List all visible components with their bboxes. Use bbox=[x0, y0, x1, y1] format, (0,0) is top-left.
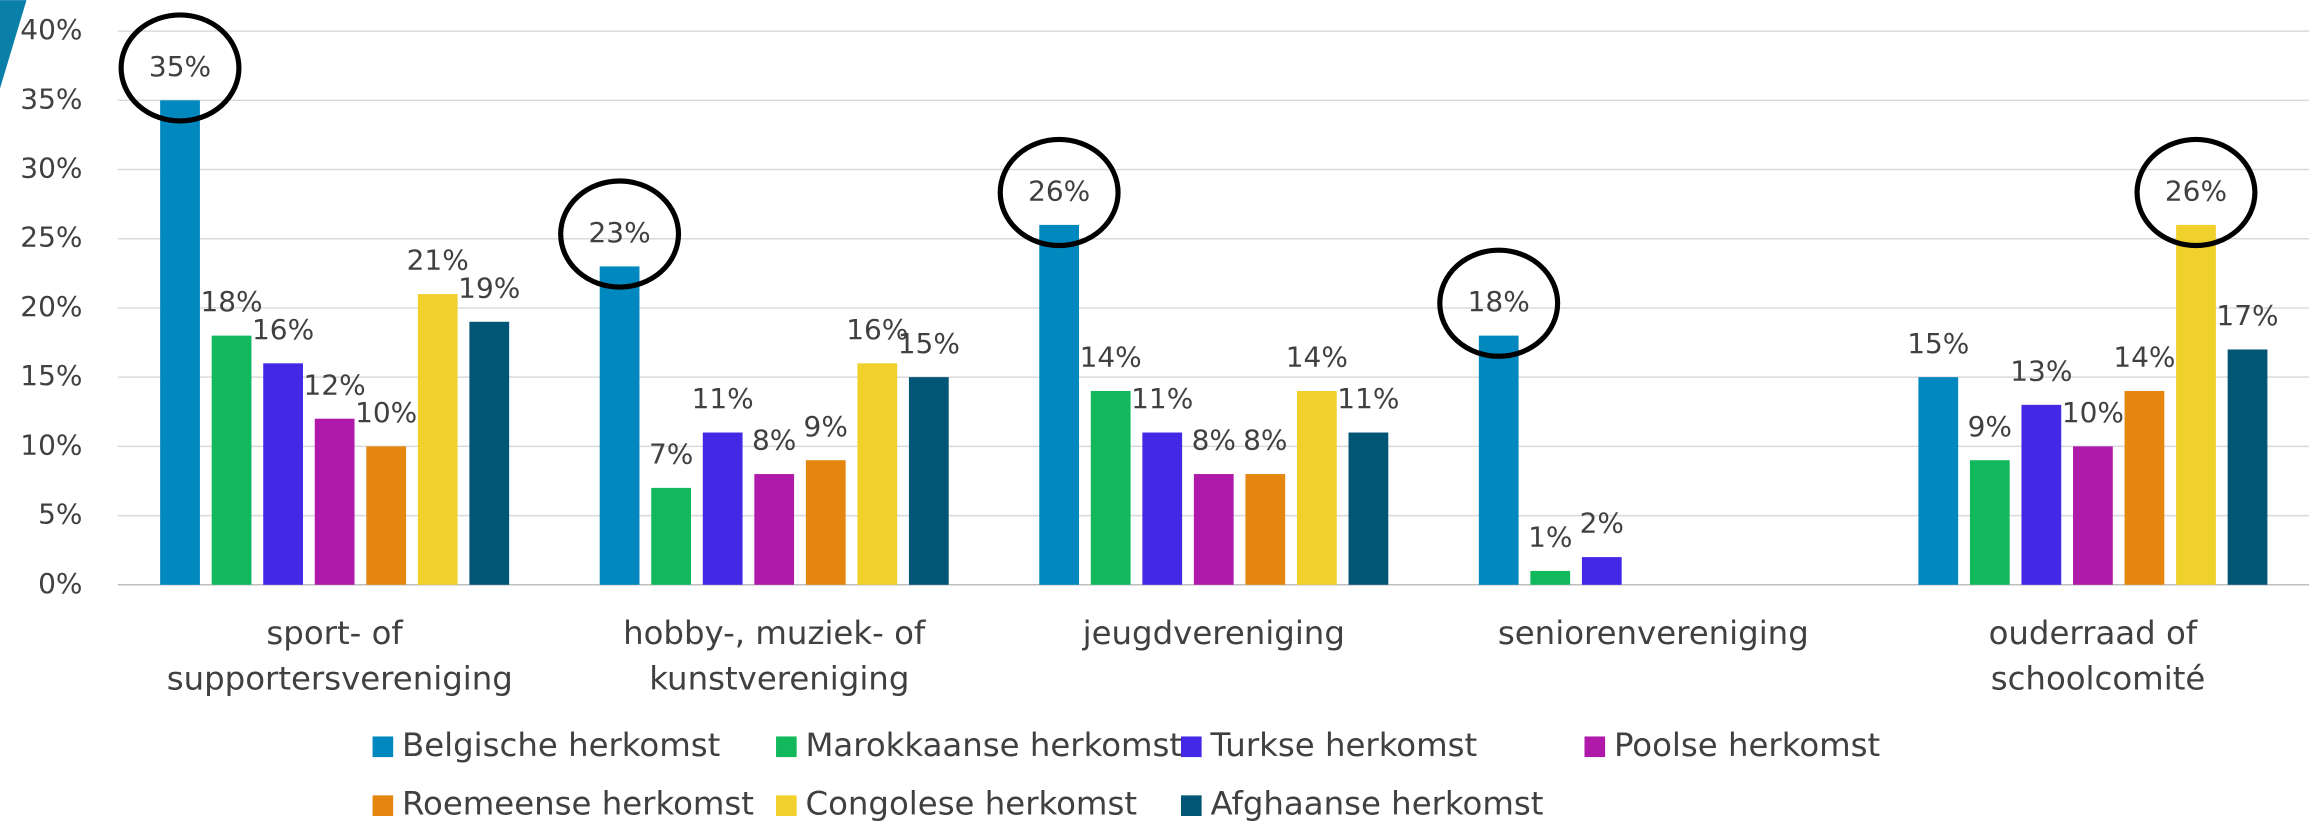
value-label: 2% bbox=[1580, 507, 1624, 540]
value-label: 14% bbox=[2113, 341, 2175, 374]
value-label: 26% bbox=[2165, 174, 2227, 207]
bar bbox=[1039, 224, 1080, 585]
value-label: 14% bbox=[1080, 341, 1142, 374]
x-tick-label: seniorenvereniging bbox=[1498, 614, 1809, 652]
bar bbox=[805, 460, 846, 585]
y-tick-label: 35% bbox=[20, 82, 82, 115]
legend-swatch bbox=[1584, 736, 1606, 758]
legend-swatch bbox=[372, 795, 394, 816]
value-label: 12% bbox=[304, 368, 366, 401]
x-tick-label: sport- of supportersvereniging bbox=[156, 614, 512, 698]
legend-swatch bbox=[1181, 736, 1202, 758]
bar bbox=[1478, 335, 1519, 585]
y-tick-label: 30% bbox=[20, 152, 82, 185]
value-label: 19% bbox=[458, 271, 520, 304]
value-label: 26% bbox=[1028, 174, 1090, 207]
bar bbox=[754, 474, 795, 585]
value-label: 14% bbox=[1286, 341, 1348, 374]
value-label: 15% bbox=[1907, 327, 1969, 360]
y-tick-label: 10% bbox=[20, 428, 82, 461]
legend-swatch bbox=[372, 736, 394, 758]
x-tick-label: ouderraad of schoolcomité bbox=[1980, 614, 2205, 698]
bar bbox=[366, 446, 407, 585]
bar bbox=[857, 363, 898, 585]
value-label: 10% bbox=[355, 396, 417, 429]
bar bbox=[908, 377, 949, 585]
legend-label: Poolse herkomst bbox=[1614, 726, 1880, 764]
bar bbox=[417, 294, 458, 585]
legend-label: Turkse herkomst bbox=[1209, 726, 1477, 764]
bar bbox=[314, 418, 355, 585]
value-label: 11% bbox=[1131, 382, 1193, 415]
bar bbox=[1969, 460, 2010, 585]
value-label: 8% bbox=[1192, 424, 1236, 457]
value-label: 10% bbox=[2062, 396, 2124, 429]
value-label: 23% bbox=[589, 216, 651, 249]
bar bbox=[2073, 446, 2113, 585]
value-label: 7% bbox=[649, 437, 693, 470]
value-label: 8% bbox=[752, 424, 796, 457]
value-label: 9% bbox=[1968, 410, 2012, 443]
y-tick-label: 5% bbox=[38, 498, 82, 531]
y-tick-label: 20% bbox=[20, 290, 82, 323]
value-label: 1% bbox=[1528, 521, 1572, 554]
value-label: 18% bbox=[200, 285, 262, 318]
value-label: 8% bbox=[1243, 424, 1287, 457]
y-tick-label: 25% bbox=[20, 221, 82, 254]
legend-label: Congolese herkomst bbox=[805, 785, 1137, 823]
bar bbox=[1530, 570, 1571, 585]
value-label: 17% bbox=[2216, 299, 2278, 332]
bar bbox=[2176, 224, 2216, 585]
bar bbox=[1142, 432, 1183, 585]
highlight-circle bbox=[997, 136, 1121, 249]
legend-label: Roemeense herkomst bbox=[402, 785, 754, 823]
legend-swatch bbox=[776, 736, 797, 758]
bar bbox=[1090, 391, 1131, 585]
legend-swatch bbox=[1181, 795, 1202, 816]
x-tick-label: jeugdvereniging bbox=[1082, 614, 1345, 652]
legend-label: Marokkaanse herkomst bbox=[805, 726, 1182, 764]
bar bbox=[1348, 432, 1389, 585]
value-label: 18% bbox=[1468, 285, 1530, 318]
bar bbox=[2124, 391, 2165, 585]
y-tick-label: 40% bbox=[20, 13, 82, 46]
value-label: 11% bbox=[692, 382, 754, 415]
bar bbox=[1193, 474, 1234, 585]
bar bbox=[1918, 377, 1959, 585]
value-label: 16% bbox=[846, 313, 908, 346]
bar bbox=[263, 363, 303, 585]
value-label: 35% bbox=[149, 50, 211, 83]
bar bbox=[651, 487, 692, 585]
highlight-circle bbox=[2134, 136, 2258, 249]
corner-decoration bbox=[0, 0, 27, 89]
x-tick-label: hobby-, muziek- of kunstvereniging bbox=[623, 614, 927, 698]
legend-label: Belgische herkomst bbox=[402, 726, 720, 764]
highlight-circle bbox=[118, 12, 242, 124]
bar bbox=[1581, 557, 1622, 585]
value-label: 11% bbox=[1337, 382, 1399, 415]
value-label: 16% bbox=[252, 313, 314, 346]
legend-label: Afghaanse herkomst bbox=[1210, 785, 1543, 823]
value-label: 15% bbox=[898, 327, 960, 360]
bar bbox=[469, 321, 510, 585]
bar bbox=[1245, 474, 1286, 585]
bar bbox=[2021, 404, 2062, 585]
highlight-circle bbox=[1437, 247, 1561, 359]
bar bbox=[1296, 391, 1337, 585]
y-tick-label: 0% bbox=[38, 567, 82, 600]
legend-swatch bbox=[776, 795, 797, 816]
bar bbox=[702, 432, 743, 585]
y-tick-label: 15% bbox=[20, 359, 82, 392]
bar bbox=[599, 266, 640, 585]
value-label: 21% bbox=[407, 244, 469, 277]
value-label: 9% bbox=[804, 410, 848, 443]
highlight-circle bbox=[558, 178, 682, 290]
bar bbox=[160, 100, 200, 585]
bar bbox=[2227, 349, 2268, 585]
value-label: 13% bbox=[2010, 354, 2072, 387]
bar bbox=[211, 335, 252, 585]
